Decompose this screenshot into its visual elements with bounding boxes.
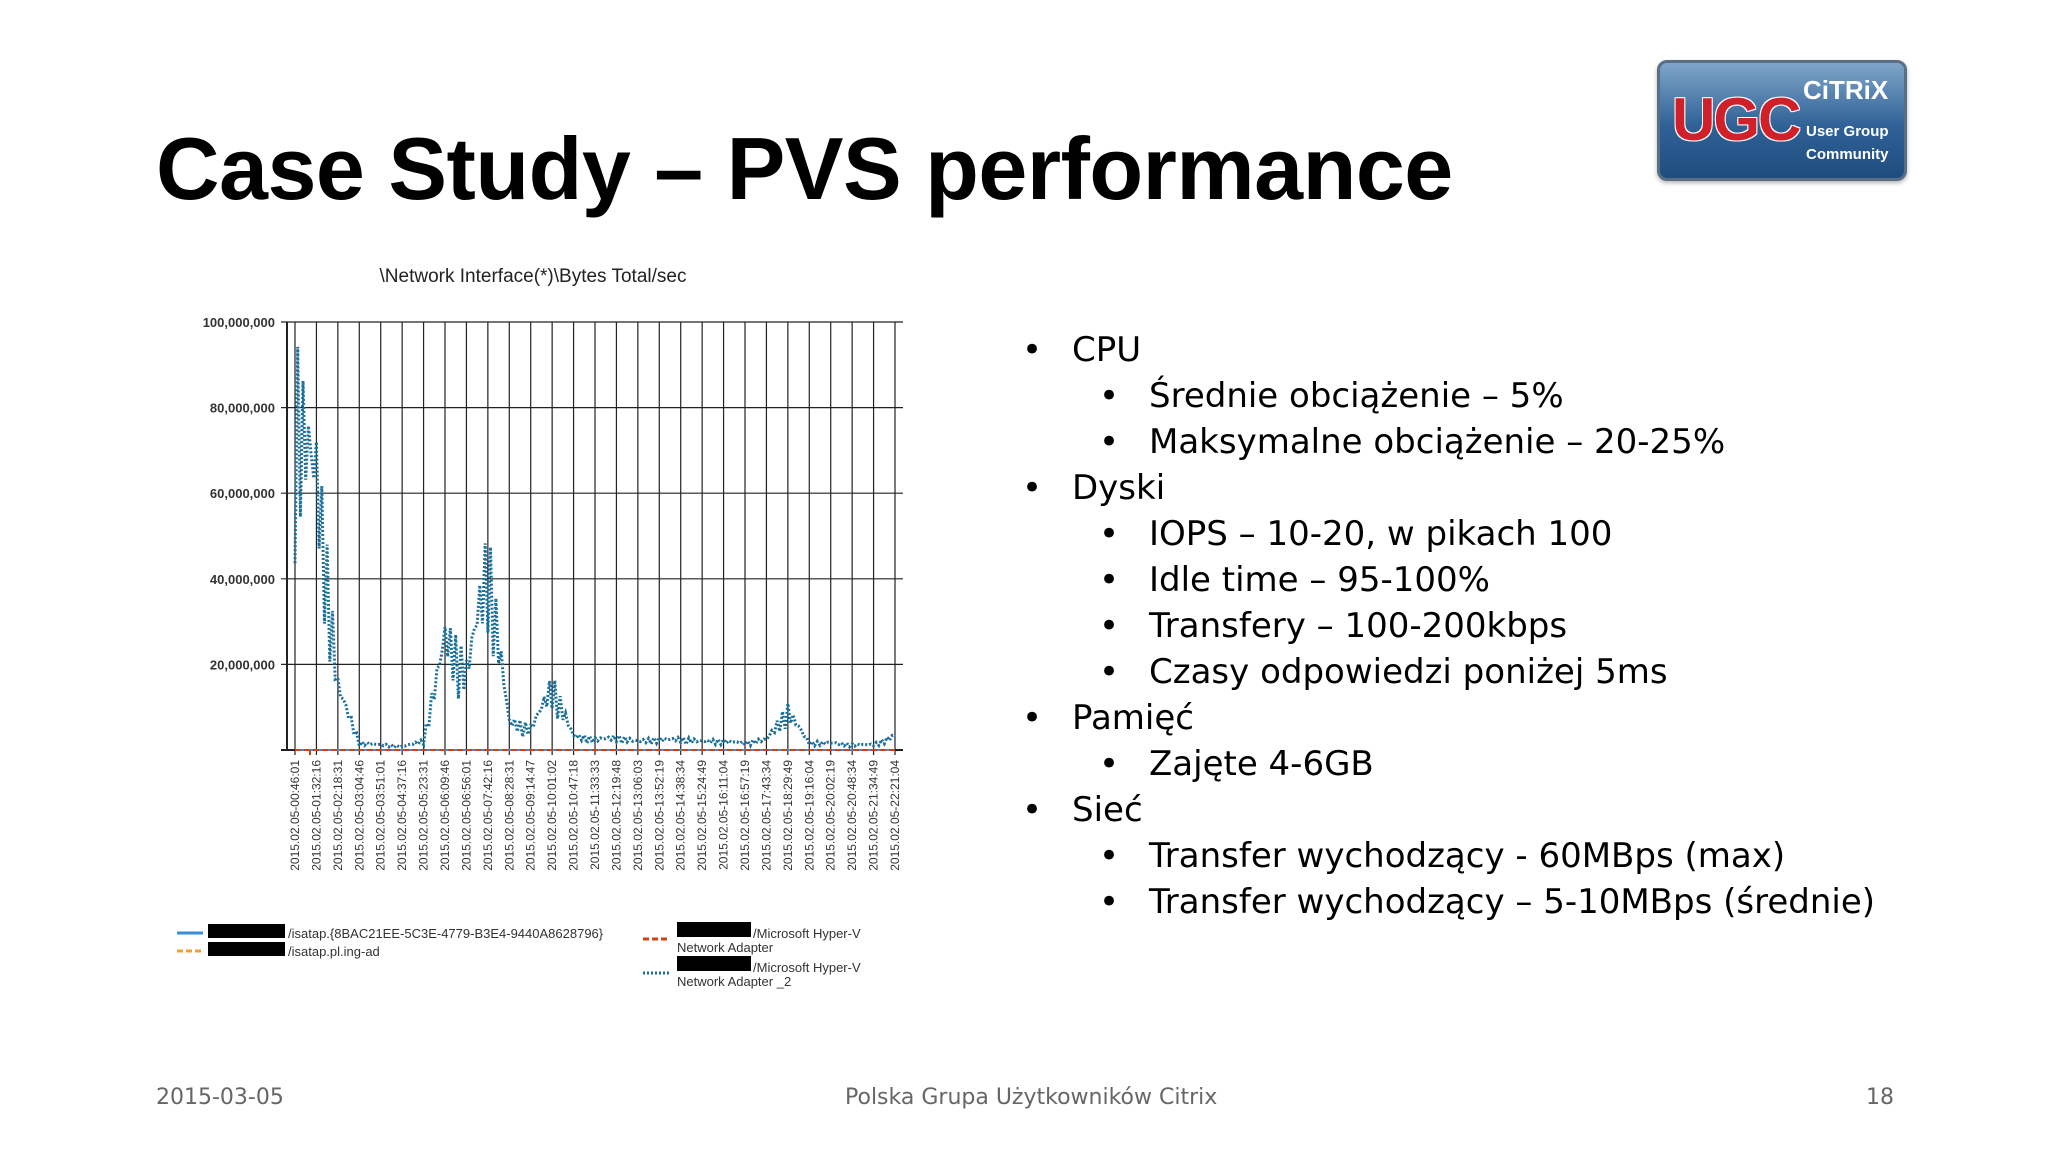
x-tick-label: 2015.02.05-17:43:34: [759, 760, 773, 871]
chart-grid: [281, 321, 903, 755]
page-number: 18: [1866, 1085, 1894, 1110]
footer-date: 2015-03-05: [156, 1085, 284, 1110]
x-tick-label: 2015.02.05-01:32:16: [309, 760, 323, 871]
series-line: [293, 346, 896, 750]
logo-ugc-text: UGC: [1672, 86, 1801, 153]
x-tick-label: 2015.02.05-14:38:34: [674, 760, 688, 871]
bullet-text: Średnie obciążenie – 5%: [1149, 376, 1564, 416]
x-tick-label: 2015.02.05-02:18:31: [331, 760, 345, 871]
x-tick-label: 2015.02.05-05:23:31: [417, 760, 431, 871]
ugc-citrix-logo: UGC CiTRiX User Group Community: [1657, 60, 1907, 181]
legend-label: /isatap.pl.ing-ad: [288, 944, 380, 959]
x-tick-label: 2015.02.05-22:21:04: [888, 760, 902, 871]
x-tick-label: 2015.02.05-10:47:18: [567, 760, 581, 871]
logo-line2: Community: [1806, 146, 1889, 163]
x-tick-label: 2015.02.05-06:56:01: [459, 760, 473, 871]
bullet-text: CPU: [1072, 330, 1142, 370]
redaction-box: [677, 922, 751, 937]
x-tick-label: 2015.02.05-10:01:02: [545, 760, 559, 871]
chart-title: \Network Interface(*)\Bytes Total/sec: [380, 266, 687, 287]
x-tick-label: 2015.02.05-11:33:33: [588, 760, 602, 870]
x-tick-label: 2015.02.05-21:34:49: [867, 760, 881, 871]
legend-label: Network Adapter: [677, 940, 774, 955]
bullet-dot: •: [1099, 422, 1120, 462]
legend-label: Network Adapter _2: [677, 974, 791, 989]
bullet-dot: •: [1022, 468, 1043, 508]
x-axis-labels: 2015.02.05-00:46:01 2015.02.05-01:32:16 20…: [288, 760, 902, 871]
x-tick-label: 2015.02.05-18:29:49: [781, 760, 795, 871]
y-tick-label: 80,000,000: [210, 401, 275, 416]
bullet-text: Sieć: [1072, 790, 1143, 830]
x-tick-label: 2015.02.05-04:37:16: [395, 760, 409, 871]
bullet-dot: •: [1099, 836, 1120, 876]
bullet-text: Transfer wychodzący - 60MBps (max): [1149, 836, 1786, 876]
x-tick-label: 2015.02.05-12:19:48: [609, 760, 623, 871]
bullet-text: Pamięć: [1072, 698, 1194, 738]
y-axis-labels: 100,000,000 80,000,000 60,000,000 40,000,00…: [203, 315, 275, 672]
redaction-box: [208, 924, 285, 938]
bullet-dot: •: [1099, 744, 1120, 784]
x-tick-label: 2015.02.05-08:28:31: [502, 760, 516, 871]
x-tick-label: 2015.02.05-19:16:04: [802, 760, 816, 871]
bullet-text: Maksymalne obciążenie – 20-25%: [1149, 422, 1726, 462]
x-tick-label: 2015.02.05-13:06:03: [631, 760, 645, 871]
bullet-text: Idle time – 95-100%: [1149, 560, 1490, 600]
bullet-dot: •: [1099, 560, 1120, 600]
y-tick-label: 20,000,000: [210, 657, 275, 672]
x-tick-label: 2015.02.05-20:48:34: [845, 760, 859, 871]
bullet-dot: •: [1099, 652, 1120, 692]
y-tick-label: 40,000,000: [210, 572, 275, 587]
footer-center: Polska Grupa Użytkowników Citrix: [845, 1085, 1218, 1110]
bullet-dot: •: [1022, 698, 1043, 738]
bullet-dot: •: [1099, 514, 1120, 554]
x-tick-label: 2015.02.05-16:57:19: [738, 760, 752, 871]
legend-label: /Microsoft Hyper-V: [753, 926, 861, 941]
bullet-text: IOPS – 10-20, w pikach 100: [1149, 514, 1613, 554]
bullet-dot: •: [1099, 882, 1120, 922]
bullet-dot: •: [1099, 376, 1120, 416]
bullet-text: Zajęte 4-6GB: [1149, 744, 1374, 784]
bullet-text: Transfer wychodzący – 5-10MBps (średnie): [1149, 882, 1876, 922]
x-tick-label: 2015.02.05-09:14:47: [524, 760, 538, 871]
y-tick-label: 100,000,000: [203, 315, 275, 330]
logo-line1: User Group: [1806, 123, 1889, 140]
x-tick-label: 2015.02.05-07:42:16: [481, 760, 495, 871]
logo-citrix-text: CiTRiX: [1803, 75, 1889, 105]
chart-series: [293, 346, 896, 751]
x-tick-label: 2015.02.05-16:11:04: [717, 760, 731, 870]
x-tick-label: 2015.02.05-03:04:46: [352, 760, 366, 871]
x-tick-label: 2015.02.05-13:52:19: [652, 760, 666, 871]
redaction-box: [677, 956, 751, 971]
bullet-dot: •: [1022, 330, 1043, 370]
bullet-text: Transfery – 100-200kbps: [1149, 606, 1568, 646]
x-tick-label: 2015.02.05-20:02:19: [824, 760, 838, 871]
chart-legend: /isatap.{8BAC21EE-5C3E-4779-B3E4-9440A86…: [177, 922, 861, 989]
bullet-text: Czasy odpowiedzi poniżej 5ms: [1149, 652, 1668, 692]
legend-label: /isatap.{8BAC21EE-5C3E-4779-B3E4-9440A86…: [288, 926, 604, 941]
x-tick-label: 2015.02.05-15:24:49: [695, 760, 709, 871]
redaction-box: [208, 942, 285, 956]
slide-title: Case Study – PVS performance: [156, 119, 1453, 218]
bullet-text: Dyski: [1072, 468, 1166, 508]
y-tick-label: 60,000,000: [210, 486, 275, 501]
legend-label: /Microsoft Hyper-V: [753, 960, 861, 975]
x-tick-label: 2015.02.05-00:46:01: [288, 760, 302, 871]
bullet-dot: •: [1099, 606, 1120, 646]
x-tick-label: 2015.02.05-03:51:01: [374, 760, 388, 871]
x-tick-label: 2015.02.05-06:09:46: [438, 760, 452, 871]
bullet-dot: •: [1022, 790, 1043, 830]
